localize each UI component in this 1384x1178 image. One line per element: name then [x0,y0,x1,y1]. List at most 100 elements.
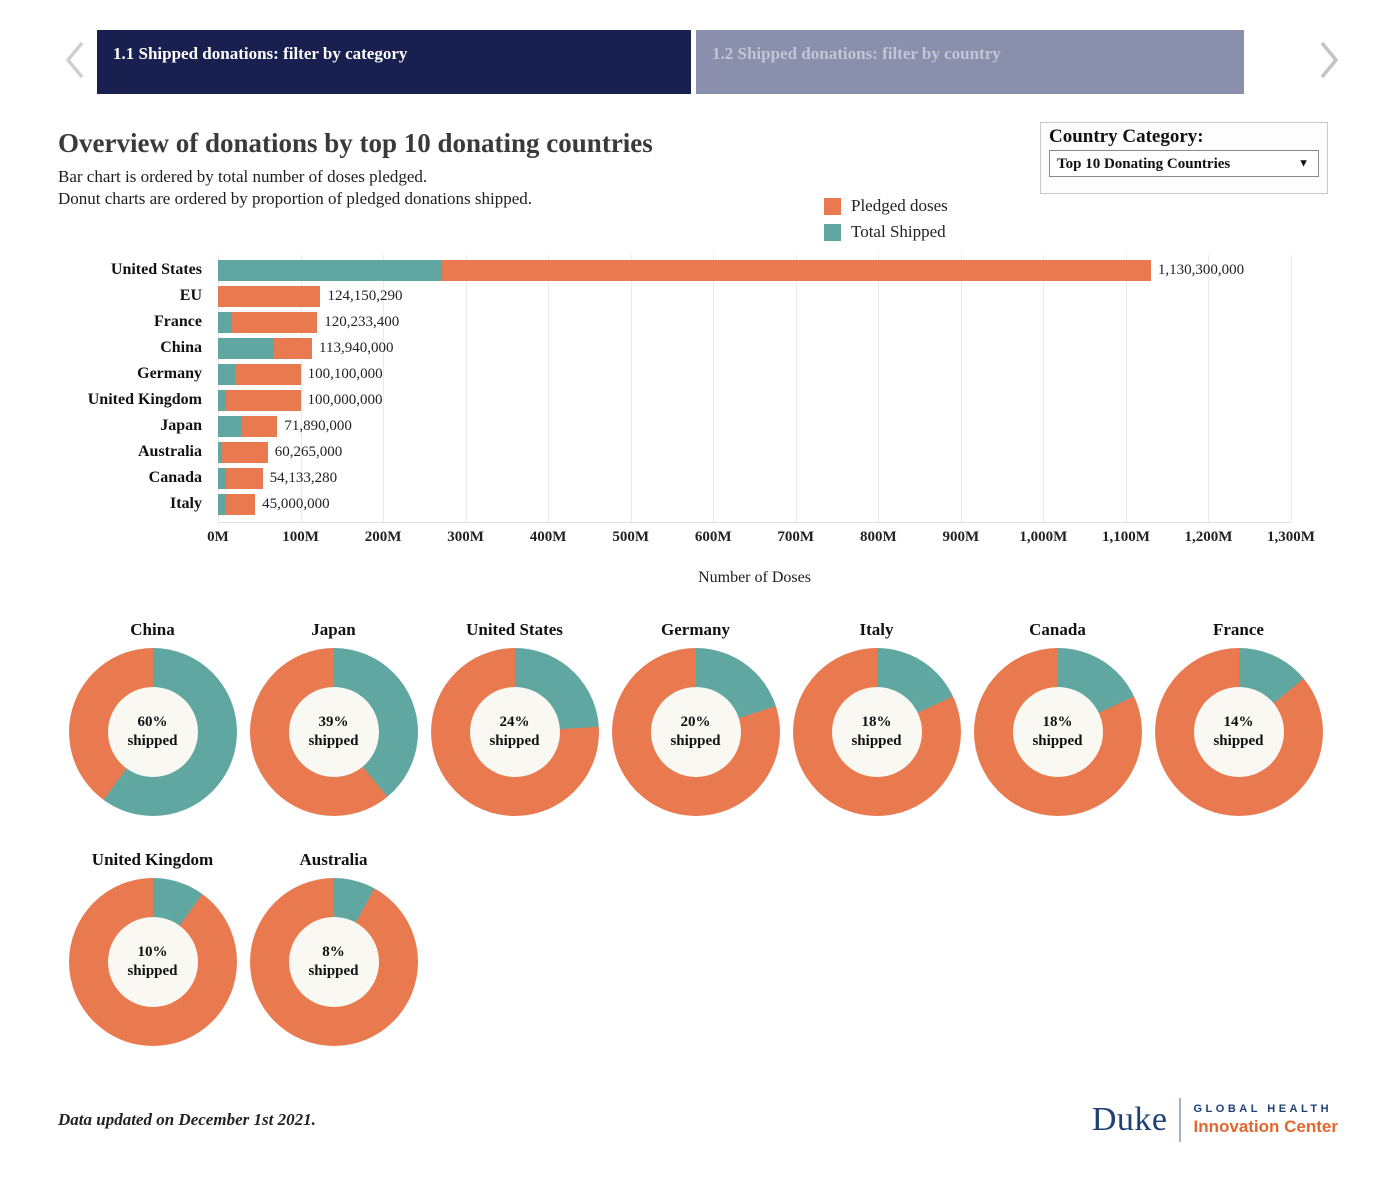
bar-pledged-segment[interactable] [231,311,318,333]
bar-row: Australia 60,265,000 [58,439,1291,465]
country-category-filter: Country Category: Top 10 Donating Countr… [1040,122,1328,194]
donut-title: Germany [661,620,730,639]
gridline [1291,255,1292,522]
tab-label: 1.2 Shipped donations: filter by country [712,44,1001,63]
bar-shipped-segment[interactable] [218,415,242,437]
subtitle-line-1: Bar chart is ordered by total number of … [58,167,428,186]
x-axis-tick: 300M [447,529,484,545]
gridline [1208,255,1210,522]
bar-category-label: United States [110,261,202,278]
bar-pledged-segment[interactable] [221,441,268,463]
x-axis-tick: 1,300M [1267,529,1315,545]
tab-shipped-by-country[interactable]: 1.2 Shipped donations: filter by country [696,30,1244,94]
bar-shipped-segment[interactable] [218,311,232,333]
x-axis-tick: 800M [859,529,897,545]
gridline [383,255,385,522]
donut-cell: United States 24% shipped [424,620,605,850]
bar-shipped-segment[interactable] [218,259,442,281]
legend-label: Total Shipped [851,222,946,241]
chevron-right-icon [1317,39,1341,86]
bar-track: 113,940,000 [218,337,1291,359]
bar-row: EU 124,150,290 [58,283,1291,309]
bar-category-label: United Kingdom [87,391,202,408]
donut-chart[interactable]: 39% shipped [249,648,418,816]
bar-pledged-segment[interactable] [274,337,313,359]
donut-title: United Kingdom [91,850,214,869]
donut-chart[interactable]: 10% shipped [68,878,237,1046]
x-axis-tick: 400M [529,529,567,545]
donut-chart[interactable]: 60% shipped [68,648,237,816]
gridline [630,255,632,522]
prev-dashboard-button[interactable] [56,30,94,94]
donut-chart[interactable]: 14% shipped [1154,648,1323,816]
bar-shipped-segment[interactable] [218,441,222,463]
bar-plot-area: United States 1,130,300,000 EU 124,150,290 F… [58,255,1292,523]
tab-strip-spacer [1244,30,1310,94]
x-axis-tick: 0M [207,529,229,545]
gridline [713,255,715,522]
bar-shipped-segment[interactable] [218,363,235,385]
bar-pledged-segment[interactable] [241,415,278,437]
bar-pledged-segment[interactable] [226,389,301,411]
donut-center-label: 20% shipped [650,687,741,777]
bar-value-label: 1,130,300,000 [1157,261,1245,278]
tab-strip: 1.1 Shipped donations: filter by categor… [56,30,1348,94]
x-axis-title: Number of Doses [698,569,811,586]
donut-center-label: 24% shipped [469,687,560,777]
bar-pledged-segment[interactable] [234,363,301,385]
bar-shipped-segment[interactable] [218,389,227,411]
bar-row: Japan 71,890,000 [58,413,1291,439]
bar-pledged-segment[interactable] [218,285,321,307]
bar-value-label: 45,000,000 [262,495,330,512]
donut-chart[interactable]: 20% shipped [611,648,780,816]
bar-pledged-segment[interactable] [224,493,256,515]
donut-grid: China 60% shipped Japan 39% shipped United Sta… [62,620,1342,1080]
page-subtitle: Bar chart is ordered by total number of … [58,166,532,211]
donut-chart[interactable]: 8% shipped [249,878,418,1046]
x-axis-ticks: 0M 100M 200M 300M 400M 500M 600M 700M 800M 900M 1,… [207,529,1315,553]
filter-label: Country Category: [1049,126,1204,147]
bar-shipped-segment[interactable] [218,467,227,489]
x-axis-tick: 200M [364,529,402,545]
chevron-left-icon [63,39,87,86]
tab-shipped-by-category[interactable]: 1.1 Shipped donations: filter by categor… [97,30,691,94]
bar-category-label: Italy [170,495,202,512]
donut-chart[interactable]: 24% shipped [430,648,599,816]
bar-row: China 113,940,000 [58,335,1291,361]
bar-track: 100,100,000 [218,363,1291,385]
bar-row: Germany 100,100,000 [58,361,1291,387]
bar-category-label: Japan [160,417,202,434]
bar-category-label: Germany [137,365,202,382]
gridline [218,255,219,522]
donut-title: United States [466,620,563,639]
legend-item: Total Shipped [824,222,948,242]
bar-row: United States 1,130,300,000 [58,257,1291,283]
donut-cell: Canada 18% shipped [967,620,1148,850]
bar-track: 60,265,000 [218,441,1291,463]
bar-track: 71,890,000 [218,415,1291,437]
x-axis-tick: 700M [777,529,815,545]
bar-value-label: 113,940,000 [319,339,394,356]
bar-value-label: 124,150,290 [327,287,403,304]
legend-swatch [824,197,841,215]
bar-category-label: EU [179,287,202,304]
legend-item: Pledged doses [824,196,948,216]
donut-chart[interactable]: 18% shipped [792,648,961,816]
donut-chart[interactable]: 18% shipped [973,648,1142,816]
bar-track: 54,133,280 [218,467,1291,489]
donut-center-label: 60% shipped [107,687,198,777]
legend: Pledged doses Total Shipped [824,196,948,248]
bar-pledged-segment[interactable] [441,259,1151,281]
bar-pledged-segment[interactable] [226,467,263,489]
gridline [548,255,550,522]
logo-subtext: GLOBAL HEALTH Innovation Center [1193,1103,1338,1137]
bar-shipped-segment[interactable] [218,493,225,515]
doses-bar-chart: United States 1,130,300,000 EU 124,150,290 F… [58,255,1315,587]
bar-shipped-segment[interactable] [218,337,275,359]
country-category-select[interactable]: Top 10 Donating Countries [1050,151,1318,176]
x-axis-tick: 1,100M [1101,529,1150,545]
donut-center-label: 18% shipped [1012,687,1103,777]
next-dashboard-button[interactable] [1310,30,1348,94]
filter-select-wrap: Top 10 Donating Countries ▼ [1049,150,1319,177]
bar-gridlines [218,255,1292,523]
